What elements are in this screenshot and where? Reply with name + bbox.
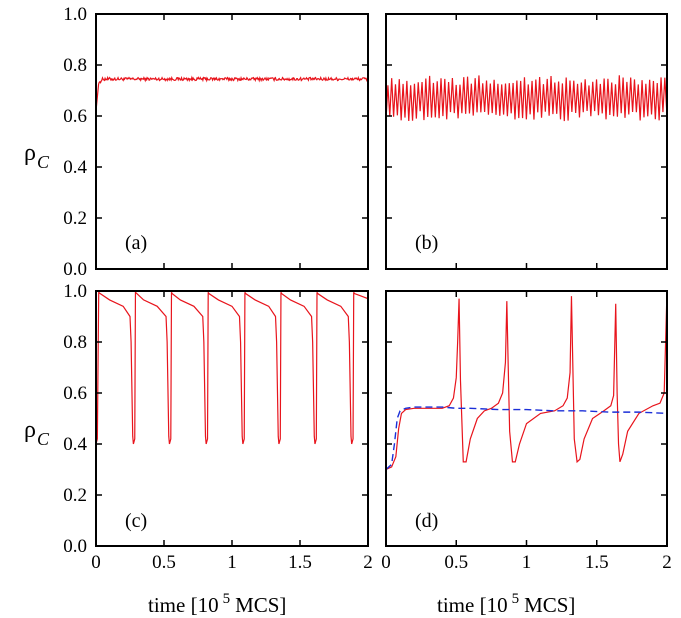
y-tick-label: 0.4 — [63, 157, 87, 178]
series-group — [96, 291, 368, 445]
y-tick-label: 0.2 — [63, 208, 87, 229]
x-tick-label: 1.5 — [288, 552, 312, 573]
x-axis-label-right: time [10 5 MCS] — [437, 591, 575, 617]
series-line-blue — [386, 406, 667, 471]
y-label-sub-top: C — [37, 152, 50, 172]
plot-frame — [95, 290, 369, 547]
y-tick-label: 0.2 — [63, 485, 87, 506]
svg-text:ρC: ρC — [24, 140, 50, 172]
plot-frame — [385, 290, 668, 547]
y-label-rho-top: ρ — [24, 140, 36, 166]
x-label-sup-right: 5 — [512, 591, 520, 607]
x-label-post-left: MCS] — [235, 593, 286, 617]
y-tick-label: 0.8 — [63, 55, 87, 76]
x-tick-label: 1 — [227, 552, 237, 573]
x-axis-label-left: time [10 5 MCS] — [148, 591, 286, 617]
plot-frame — [95, 13, 369, 270]
y-axis-label-bottom: ρC — [24, 417, 50, 449]
x-tick-label: 0 — [91, 552, 101, 573]
panel-b: (b) — [385, 13, 668, 270]
series-line-red — [386, 291, 667, 471]
y-tick-label: 0.4 — [63, 434, 87, 455]
panel-c: 0.0 0.2 0.4 0.6 0.8 1.0 0 0.5 1 1.5 2 (c) — [63, 281, 373, 573]
y-tick-label: 0.0 — [63, 259, 87, 280]
x-label-pre-right: time [10 — [437, 593, 508, 617]
panel-label: (a) — [125, 232, 147, 254]
series-group — [386, 291, 667, 471]
x-tick-label: 1.5 — [585, 552, 609, 573]
y-tick-label: 1.0 — [63, 4, 87, 25]
panel-d: 0 0.5 1 1.5 2 (d) — [381, 290, 672, 573]
series-line-red — [96, 75, 368, 111]
x-tick-label: 0.5 — [444, 552, 468, 573]
plot-frame — [385, 13, 668, 270]
y-tick-label: 0.6 — [63, 106, 87, 127]
panel-label: (d) — [415, 510, 438, 532]
series-group — [96, 75, 368, 111]
y-tick-label: 0.6 — [63, 383, 87, 404]
x-label-post-right: MCS] — [524, 593, 575, 617]
panel-label: (c) — [125, 510, 147, 532]
series-group — [386, 75, 667, 122]
y-label-rho-bottom: ρ — [24, 417, 36, 443]
y-tick-label: 1.0 — [63, 281, 87, 302]
x-tick-label: 1 — [522, 552, 532, 573]
x-label-pre-left: time [10 — [148, 593, 219, 617]
y-axis-label-top: ρC — [24, 140, 50, 172]
x-tick-label: 2 — [662, 552, 672, 573]
series-line-red — [386, 75, 667, 122]
x-tick-label: 0 — [381, 552, 391, 573]
x-tick-label: 2 — [363, 552, 373, 573]
x-tick-label: 0.5 — [152, 552, 176, 573]
panels: 0.0 0.2 0.4 0.6 0.8 1.0 (a) (b) 0.0 0.2 0.4 0.6 0.8 1… — [63, 4, 672, 573]
y-tick-label: 0.0 — [63, 536, 87, 557]
y-label-sub-bottom: C — [37, 429, 50, 449]
panel-a: 0.0 0.2 0.4 0.6 0.8 1.0 (a) — [63, 4, 369, 280]
svg-text:ρC: ρC — [24, 417, 50, 449]
y-tick-label: 0.8 — [63, 332, 87, 353]
panel-label: (b) — [415, 232, 438, 254]
x-label-sup-left: 5 — [223, 591, 231, 607]
series-line-red — [96, 291, 368, 445]
